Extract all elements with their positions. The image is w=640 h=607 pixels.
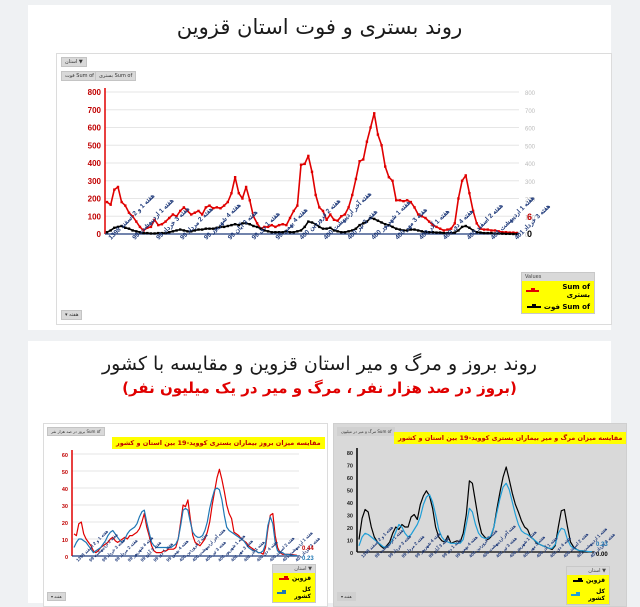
legend-item-country: کل کشور (567, 586, 609, 604)
legend-item-country: کل کشور (273, 584, 315, 602)
y-tick-label: 0 (65, 555, 68, 561)
field-pill-mortality[interactable]: Sum of مرگ و میر در میلیون (337, 427, 396, 436)
series-line (358, 482, 593, 553)
bottom-card: روند بروز و مرگ و میر استان قزوین و مقای… (28, 341, 627, 607)
chart-3-frame: Sum of مرگ و میر در میلیون مقایسه میزان … (333, 423, 627, 607)
chart-1-frame: ▼ استان Sum of فوت Sum of بستری 0 0 100 100… (56, 53, 612, 325)
series-line (73, 487, 298, 557)
legend-item-qazvin: قزوین (567, 575, 609, 586)
dropdown-icon: ▾ (51, 594, 54, 599)
bottom-subtitle: (بروز در صد هزار نفر ، مرگ و میر در یک م… (122, 379, 517, 397)
chart-2-title: مقایسه میزان بروز بیماران بستری کووید-19… (112, 437, 325, 449)
dropdown-icon: ▾ (341, 594, 344, 599)
filter-icon: ▼ (308, 566, 312, 572)
chart-3-legend: ▼ استان قزوین کل کشور (566, 566, 610, 605)
chart-2-legend: ▼ استان قزوین کل کشور (272, 564, 316, 603)
bottom-title: روند بروز و مرگ و میر استان قزوین و مقای… (102, 353, 537, 375)
y-tick-label: 60 (347, 476, 353, 482)
svg-text:500: 500 (525, 144, 536, 150)
week-axis-field-button[interactable]: هفته ▾ (61, 310, 83, 320)
end-value-label: 0.23 (302, 556, 314, 562)
end-value-label: 0.44 (302, 546, 314, 552)
x-category-label: هفته 2 فروردین 400 (299, 197, 343, 241)
y-tick-label: 70 (347, 464, 353, 470)
black-line-swatch-icon (572, 577, 583, 582)
y-tick-label: 400 (88, 159, 102, 168)
top-title: روند بستری و فوت استان قزوین (176, 15, 463, 39)
filter-icon: ▼ (602, 568, 606, 574)
y-tick-label: 500 (88, 141, 102, 150)
red-line-swatch-icon (526, 288, 539, 292)
svg-text:600: 600 (525, 127, 536, 133)
end-value-label: 6 (527, 212, 532, 222)
province-filter-button[interactable]: ▼ استان (61, 57, 87, 67)
dropdown-icon: ▾ (65, 312, 68, 318)
y-tick-label: 40 (62, 487, 68, 493)
black-line-swatch-icon (526, 304, 541, 308)
chart-1-legend: Values Sum of بستری Sum of فوت (521, 272, 595, 314)
y-tick-label: 200 (88, 195, 102, 204)
y-tick-label: 50 (62, 470, 68, 476)
y-tick-label: 50 (347, 489, 353, 495)
svg-text:400: 400 (525, 162, 536, 168)
y-tick-label: 10 (347, 539, 353, 545)
y-tick-label: 20 (62, 521, 68, 527)
week-axis-field-button[interactable]: هفته ▾ (47, 592, 66, 601)
chart-1-plot: 0 0 100 100 200 200 300 300 400 400 500 500 600 600 70… (88, 88, 552, 241)
y-tick-label: 30 (347, 514, 353, 520)
y-tick-label: 100 (88, 212, 102, 221)
y-tick-label: 60 (62, 453, 68, 459)
y-tick-label: 0 (350, 551, 353, 557)
week-axis-field-button[interactable]: هفته ▾ (337, 592, 356, 601)
legend-item-qazvin: قزوین (273, 573, 315, 584)
y-tick-label: 20 (347, 526, 353, 532)
red-line-swatch-icon (278, 575, 289, 580)
svg-text:800: 800 (525, 91, 536, 97)
blue-line-swatch-icon (571, 592, 581, 596)
legend-item-death: Sum of فوت (522, 301, 594, 313)
end-value-label: 0.00 (596, 552, 608, 558)
y-tick-label: 80 (347, 451, 353, 457)
y-tick-label: 700 (88, 106, 102, 115)
top-card: روند بستری و فوت استان قزوین ▼ استان Sum… (28, 5, 612, 330)
y-tick-label: 10 (62, 538, 68, 544)
chart-3-title: مقایسه میزان مرگ و میر بیماران بستری کوو… (394, 432, 627, 444)
legend-item-hospitalized: Sum of بستری (522, 281, 594, 301)
y-tick-label: 300 (88, 177, 102, 186)
end-value-label: 0.23 (596, 542, 608, 548)
field-pill-incidence[interactable]: Sum of بروز در صد هزار نفر (47, 427, 105, 436)
end-value-label: 0 (527, 229, 532, 239)
y-tick-label: 600 (88, 124, 102, 133)
svg-text:300: 300 (525, 180, 536, 186)
y-tick-label: 30 (62, 504, 68, 510)
svg-text:100: 100 (525, 215, 536, 221)
chart-2-frame: Sum of بروز در صد هزار نفر مقایسه میزان … (43, 423, 328, 607)
y-tick-label: 800 (88, 88, 102, 97)
svg-text:700: 700 (525, 109, 536, 115)
field-pill-hospitalized[interactable]: Sum of بستری (95, 71, 137, 81)
svg-text:0: 0 (525, 233, 529, 239)
filter-icon: ▼ (78, 59, 83, 65)
series-line (358, 466, 593, 553)
blue-line-swatch-icon (277, 590, 287, 594)
y-tick-label: 0 (97, 230, 102, 239)
legend-header: Values (522, 273, 594, 281)
svg-text:200: 200 (525, 198, 536, 204)
y-tick-label: 40 (347, 501, 353, 507)
series-line (106, 112, 518, 234)
